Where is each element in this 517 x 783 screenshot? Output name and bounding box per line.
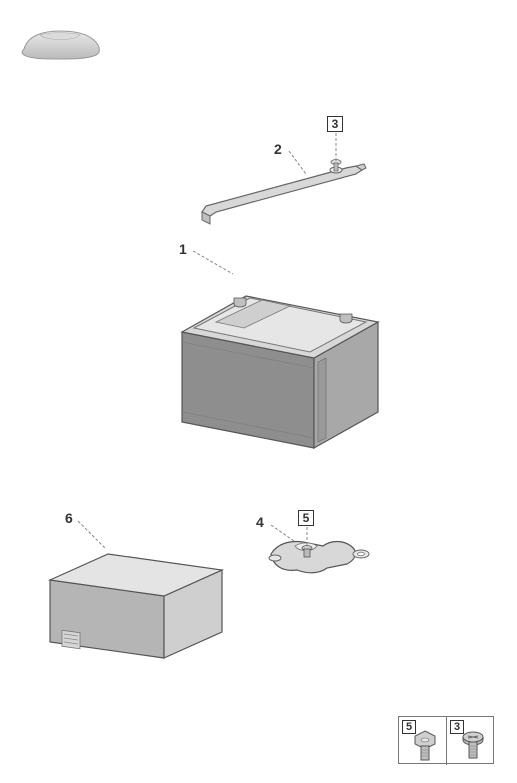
callout-5: 5 xyxy=(298,510,314,526)
callout-5-text: 5 xyxy=(303,511,310,525)
diagram-stage: 1 2 3 4 5 6 5 3 xyxy=(0,0,517,783)
callout-1-text: 1 xyxy=(179,241,187,257)
part-battery xyxy=(176,262,384,452)
callout-3: 3 xyxy=(327,116,343,132)
hex-bolt-icon xyxy=(411,729,439,763)
callout-1: 1 xyxy=(179,241,187,257)
part-bracket xyxy=(196,150,376,230)
callout-4-text: 4 xyxy=(256,514,264,530)
callout-3-text: 3 xyxy=(332,117,339,131)
callout-4: 4 xyxy=(256,514,264,530)
car-silhouette xyxy=(18,27,102,61)
callout-leader-1 xyxy=(192,250,234,275)
part-box xyxy=(46,544,226,660)
callout-leader-5 xyxy=(306,526,308,546)
callout-leader-3 xyxy=(335,132,337,165)
fastener-panel: 5 3 xyxy=(398,716,494,764)
callout-leader-6 xyxy=(77,520,107,550)
callout-leader-2 xyxy=(288,150,307,175)
callout-6-text: 6 xyxy=(65,510,73,526)
callout-2: 2 xyxy=(274,141,282,157)
callout-2-text: 2 xyxy=(274,141,282,157)
callout-leader-4 xyxy=(270,524,295,542)
pan-bolt-icon xyxy=(459,729,487,763)
callout-6: 6 xyxy=(65,510,73,526)
